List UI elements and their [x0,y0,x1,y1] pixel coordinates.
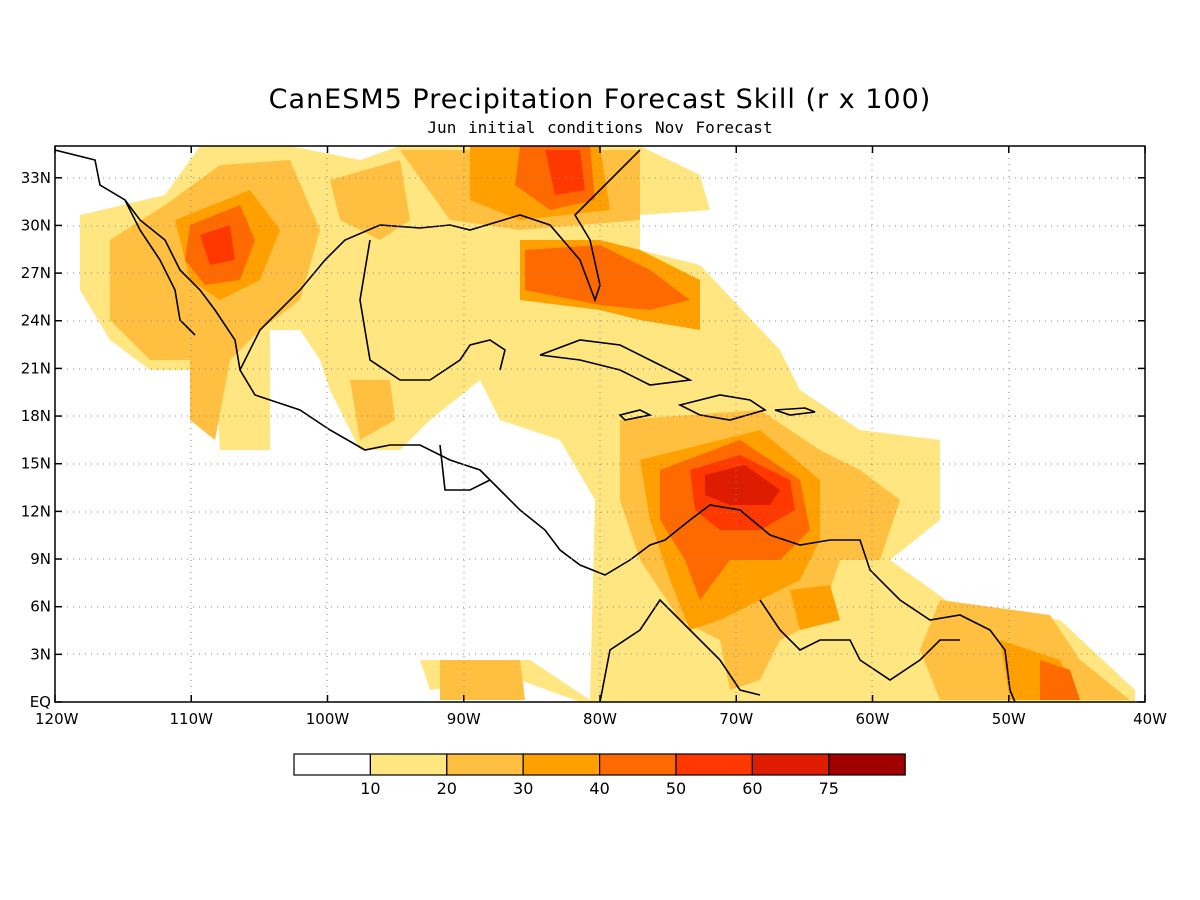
colorbar-label: 20 [437,779,457,798]
colorbar-swatch [522,753,601,776]
y-axis: EQ 3N 6N 9N 12N 15N 18N 21N 24N 27N 30N 33N [21,169,1145,711]
y-tick-label: 18N [21,407,51,425]
colorbar: 10 20 30 40 50 60 75 [293,753,906,798]
colorbar-swatch [828,753,906,776]
colorbar-swatch [446,753,524,776]
y-tick-label: EQ [30,693,51,711]
y-tick-label: 27N [21,264,51,282]
y-tick-label: 3N [30,645,51,663]
colorbar-swatch [598,753,677,776]
colorbar-swatch [675,753,754,776]
x-tick-label: 90W [447,710,481,728]
y-tick-label: 15N [21,455,51,473]
x-tick-label: 70W [719,710,753,728]
map-title: CanESM5 Precipitation Forecast Skill (r … [268,84,932,115]
x-tick-label: 100W [306,710,350,728]
y-tick-label: 24N [21,312,51,330]
map-subtitle: Jun initial conditions Nov Forecast [427,118,773,137]
y-tick-label: 30N [21,216,51,234]
x-tick-label: 50W [992,710,1026,728]
colorbar-label: 10 [360,779,380,798]
y-tick-label: 21N [21,359,51,377]
colorbar-label: 60 [742,779,762,798]
colorbar-swatch [293,753,372,776]
x-tick-label: 120W [35,710,79,728]
skill-shading [80,146,1135,702]
x-axis: 120W 110W 100W 90W 80W 70W 60W 50W 40W [35,146,1167,728]
coastlines [55,149,1016,702]
x-tick-label: 80W [583,710,617,728]
colorbar-swatch [751,753,830,776]
y-tick-label: 12N [21,502,51,520]
x-tick-label: 40W [1133,710,1167,728]
colorbar-label: 75 [819,779,839,798]
y-tick-label: 33N [21,169,51,187]
y-tick-label: 6N [30,598,51,616]
colorbar-label: 30 [513,779,533,798]
colorbar-label: 50 [666,779,686,798]
y-tick-label: 9N [30,550,51,568]
colorbar-swatch [369,753,448,776]
x-tick-label: 110W [170,710,214,728]
colorbar-label: 40 [589,779,609,798]
x-tick-label: 60W [856,710,890,728]
